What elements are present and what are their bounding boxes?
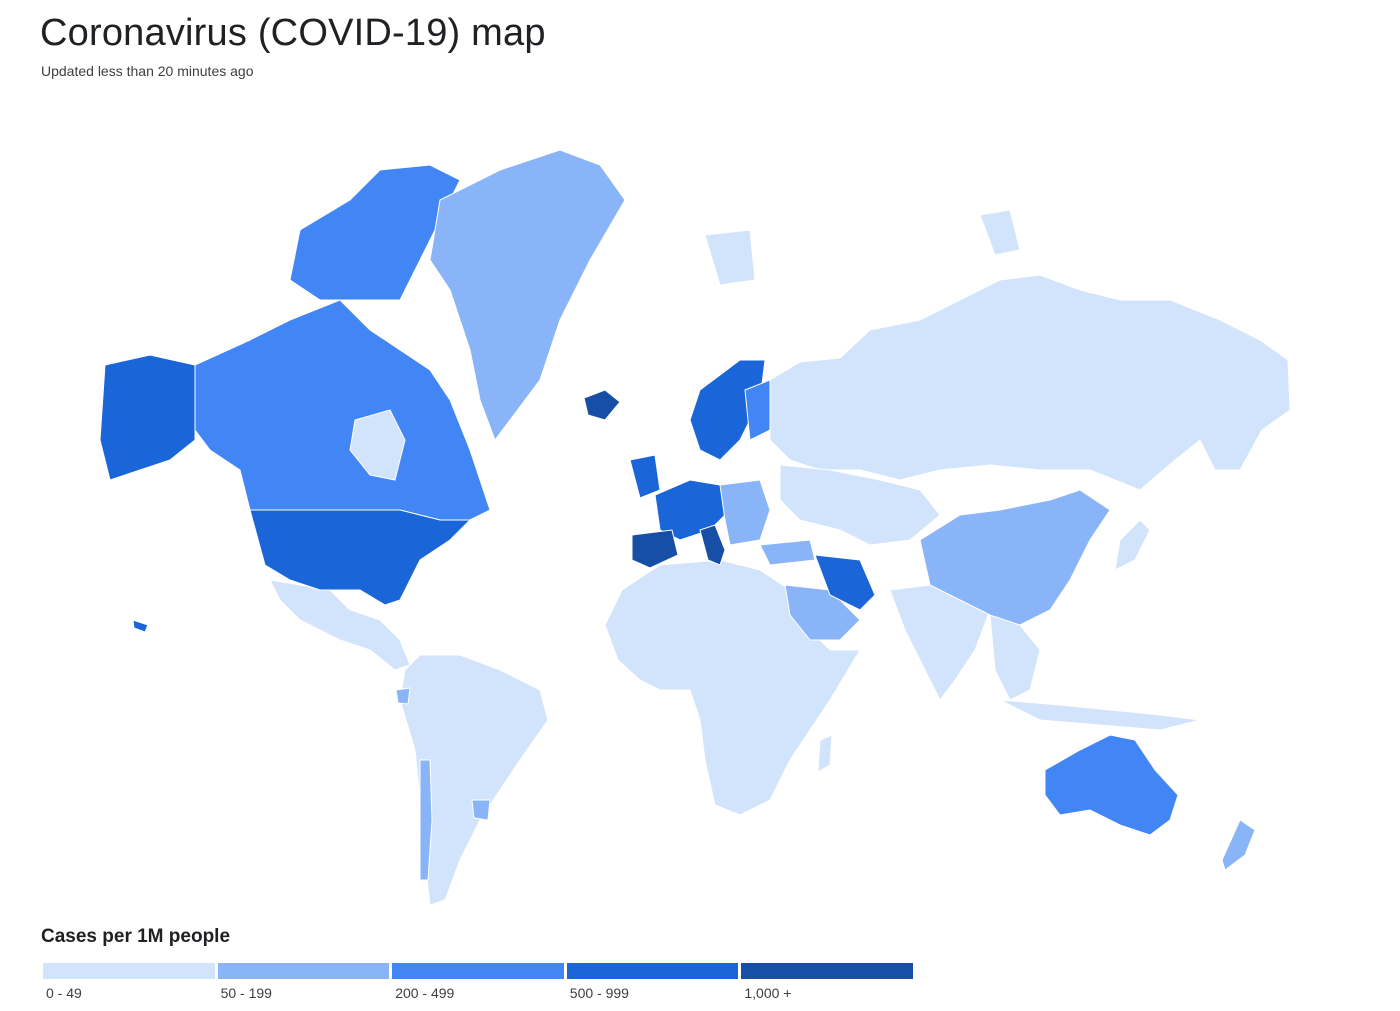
region-mexico[interactable] (269, 579, 411, 671)
region-central-asia[interactable] (779, 464, 941, 546)
region-madagascar[interactable] (817, 734, 833, 773)
region-united-states[interactable] (249, 509, 472, 606)
legend-label-0-49: 0 - 49 (46, 985, 82, 1001)
legend-labels: 0 - 49 50 - 199 200 - 499 500 - 999 1,00… (43, 985, 913, 1001)
region-finland[interactable] (744, 379, 771, 441)
region-hawaii[interactable] (132, 619, 149, 633)
legend-swatch-0-49 (43, 963, 215, 979)
legend-label-50-199: 50 - 199 (220, 985, 272, 1001)
region-eastern-europe[interactable] (719, 479, 771, 546)
legend-label-200-499: 200 - 499 (395, 985, 455, 1001)
region-ecuador[interactable] (395, 687, 411, 705)
region-new-zealand[interactable] (1221, 819, 1256, 871)
region-canadian-arctic[interactable] (289, 164, 461, 301)
legend-swatch-500-999 (566, 963, 739, 979)
region-south-america[interactable] (399, 654, 549, 906)
region-uk[interactable] (629, 454, 661, 499)
region-hudson-bay[interactable] (349, 409, 406, 481)
region-alaska[interactable] (99, 354, 196, 481)
region-spain[interactable] (631, 529, 679, 569)
legend-swatch-200-499 (392, 963, 564, 979)
region-australia[interactable] (1044, 734, 1179, 836)
legend-swatch-1000-plus (741, 963, 913, 979)
update-status: Updated less than 20 minutes ago (41, 63, 254, 79)
region-africa[interactable] (604, 559, 861, 816)
region-greenland[interactable] (429, 149, 626, 442)
region-italy[interactable] (699, 524, 726, 566)
region-chile[interactable] (419, 759, 433, 881)
region-iran[interactable] (814, 554, 876, 611)
region-indonesia[interactable] (999, 699, 1201, 731)
legend-title: Cases per 1M people (41, 926, 231, 947)
region-canada[interactable] (194, 299, 491, 521)
world-map[interactable] (0, 0, 1400, 920)
page-title: Coronavirus (COVID-19) map (40, 12, 546, 54)
region-iceland[interactable] (583, 389, 621, 421)
region-russia[interactable] (769, 274, 1291, 491)
legend-swatch-50-199 (217, 963, 390, 979)
region-uruguay[interactable] (471, 799, 491, 821)
region-china[interactable] (919, 489, 1111, 626)
region-svalbard[interactable] (704, 229, 756, 286)
region-southeast-asia[interactable] (989, 614, 1041, 701)
region-japan[interactable] (1114, 519, 1151, 571)
legend-label-1000-plus: 1,000 + (744, 985, 792, 1001)
legend-bar (43, 963, 913, 979)
region-arctic-islands[interactable] (979, 209, 1021, 256)
legend-label-500-999: 500 - 999 (569, 985, 629, 1001)
region-scandinavia[interactable] (689, 359, 766, 461)
region-turkey[interactable] (759, 539, 816, 566)
